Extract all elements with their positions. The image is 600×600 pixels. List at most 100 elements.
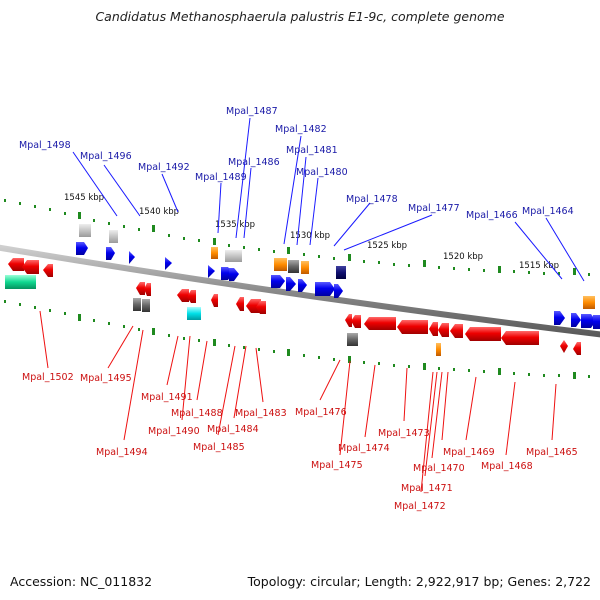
inner-tick-track (4, 300, 590, 379)
top-gene-labels: Mpal_1498 Mpal_1496 Mpal_1492 Mpal_1489 … (19, 106, 574, 221)
gene-label: Mpal_1487 (226, 106, 278, 117)
gene-label: Mpal_1465 (526, 447, 578, 458)
gene-label: Mpal_1485 (193, 442, 245, 453)
gene-label: Mpal_1474 (338, 443, 390, 454)
reverse-gene (364, 317, 396, 330)
feature-gene (336, 266, 346, 279)
forward-gene (271, 275, 285, 288)
rna-gene (436, 343, 441, 356)
gene-label: Mpal_1480 (296, 167, 348, 178)
forward-gene (286, 277, 296, 291)
gene-label: Mpal_1472 (394, 501, 446, 512)
pseudo-gene (288, 260, 299, 273)
scale-label: 1525 kbp (367, 241, 407, 251)
forward-gene (129, 251, 135, 264)
forward-gene (208, 265, 215, 278)
reverse-gene (450, 324, 463, 338)
reverse-gene (22, 260, 39, 274)
gene-label: Mpal_1489 (195, 172, 247, 183)
forward-gene (315, 282, 335, 296)
gene-label: Mpal_1471 (401, 483, 453, 494)
gene-label: Mpal_1484 (207, 424, 259, 435)
reverse-gene (256, 301, 266, 314)
gene-label: Mpal_1495 (80, 373, 132, 384)
gene-label: Mpal_1466 (466, 210, 518, 221)
reverse-gene (429, 322, 438, 336)
reverse-gene (177, 289, 189, 302)
scale-labels: 1545 kbp 1540 kbp 1535 kbp 1530 kbp 1525… (64, 193, 559, 271)
forward-gene (76, 242, 88, 255)
reverse-gene (397, 320, 428, 334)
reverse-gene (236, 297, 244, 311)
reverse-gene (501, 331, 539, 345)
pseudo-gene (133, 298, 141, 311)
forward-gene (334, 284, 343, 298)
gene-label: Mpal_1486 (228, 157, 280, 168)
gene-label: Mpal_1492 (138, 162, 190, 173)
gene-label: Mpal_1488 (171, 408, 223, 419)
reverse-genes (5, 258, 581, 356)
genome-backbone (0, 244, 600, 338)
scale-label: 1545 kbp (64, 193, 104, 203)
rna-gene (301, 261, 309, 274)
feature-gene (187, 307, 201, 320)
reverse-gene (211, 294, 218, 307)
rna-gene (583, 296, 595, 309)
gene-label: Mpal_1478 (346, 194, 398, 205)
rna-gene (274, 258, 287, 271)
scale-label: 1520 kbp (443, 252, 483, 262)
gene-label: Mpal_1482 (275, 124, 327, 135)
reverse-gene (187, 290, 196, 303)
gene-label: Mpal_1483 (235, 408, 287, 419)
accession-label: Accession: NC_011832 (10, 574, 153, 589)
pseudo-gene (347, 333, 358, 346)
forward-gene (571, 313, 581, 327)
reverse-gene (136, 282, 145, 295)
feature-gene (5, 275, 36, 289)
gene-label: Mpal_1481 (286, 145, 338, 156)
reverse-gene (43, 264, 53, 277)
reverse-gene (345, 314, 352, 327)
gene-label: Mpal_1491 (141, 392, 193, 403)
bottom-gene-labels: Mpal_1502 Mpal_1495 Mpal_1494 Mpal_1491 … (22, 372, 578, 512)
pseudo-gene (109, 230, 118, 243)
gene-label: Mpal_1469 (443, 447, 495, 458)
reverse-gene (560, 340, 568, 353)
forward-gene (581, 314, 596, 328)
scale-label: 1540 kbp (139, 207, 179, 217)
forward-gene (165, 257, 172, 270)
reverse-gene (573, 342, 581, 355)
top-label-connectors (72, 117, 585, 282)
gene-label: Mpal_1470 (413, 463, 465, 474)
pseudo-gene (225, 250, 242, 262)
bottom-label-connectors (39, 310, 557, 493)
gene-label: Mpal_1490 (148, 426, 200, 437)
rna-gene (211, 247, 218, 259)
gene-label: Mpal_1476 (295, 407, 347, 418)
gene-label: Mpal_1464 (522, 206, 574, 217)
reverse-gene (246, 299, 261, 313)
gene-label: Mpal_1498 (19, 140, 71, 151)
gene-label: Mpal_1473 (378, 428, 430, 439)
pseudo-gene (142, 299, 150, 312)
gene-label: Mpal_1494 (96, 447, 148, 458)
pseudo-gene (79, 224, 91, 237)
scale-label: 1515 kbp (519, 261, 559, 271)
reverse-gene (351, 315, 361, 328)
reverse-gene (465, 327, 501, 341)
reverse-gene (438, 323, 449, 337)
reverse-gene (8, 258, 24, 271)
reverse-gene (144, 283, 151, 296)
forward-gene (593, 315, 600, 329)
forward-gene (554, 311, 565, 325)
gene-label: Mpal_1477 (408, 203, 460, 214)
forward-genes (76, 224, 600, 329)
topology-label: Topology: circular; Length: 2,922,917 bp… (247, 574, 591, 589)
gene-label: Mpal_1502 (22, 372, 74, 383)
scale-label: 1530 kbp (290, 231, 330, 241)
scale-label: 1535 kbp (215, 220, 255, 230)
forward-gene (229, 268, 239, 281)
gene-label: Mpal_1496 (80, 151, 132, 162)
gene-label: Mpal_1475 (311, 460, 363, 471)
